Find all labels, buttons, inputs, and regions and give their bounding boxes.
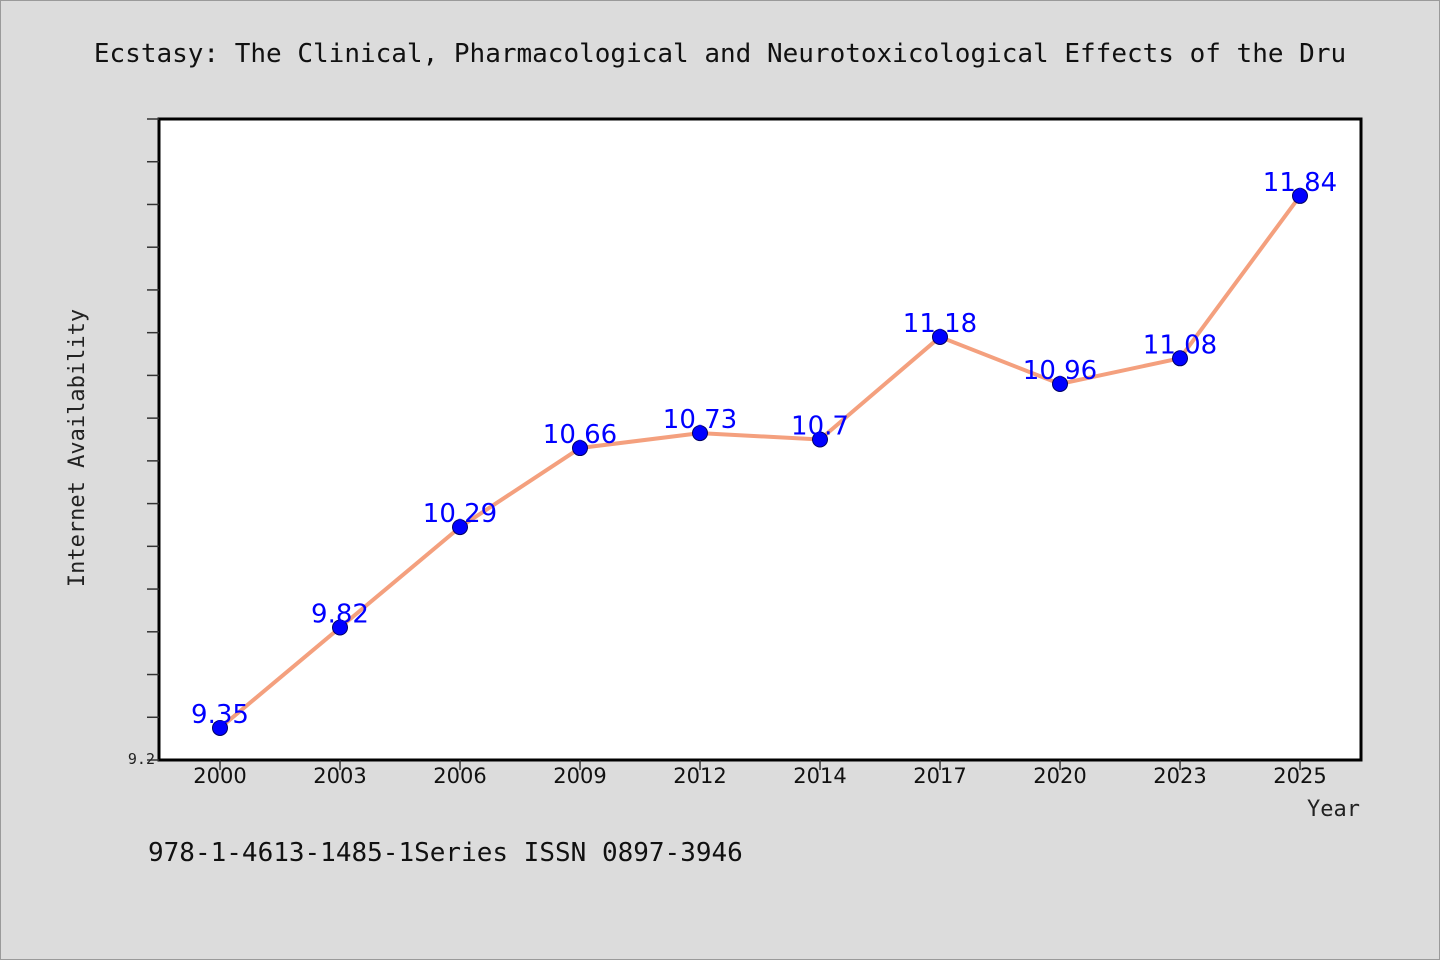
data-label: 11.18	[903, 309, 977, 339]
data-label: 10.66	[543, 420, 617, 450]
footer-isbn-text: 978-1-4613-1485-1Series ISSN 0897-3946	[148, 838, 743, 868]
data-label: 9.82	[311, 600, 369, 630]
data-point	[1052, 375, 1068, 392]
data-label: 11.08	[1143, 330, 1217, 360]
data-point	[932, 328, 948, 345]
data-label: 10.29	[423, 499, 497, 529]
series-group: 9.35 9.82 10.29 10.66 10.73 10.7 11.18 10.96 11.…	[191, 168, 1337, 736]
chart-title: Ecstasy: The Clinical, Pharmacological a…	[94, 39, 1346, 69]
x-tick-label: 2014	[793, 764, 846, 788]
data-label: 10.96	[1023, 356, 1097, 386]
plot-area	[157, 117, 1363, 762]
data-point	[212, 719, 228, 736]
data-label: 11.84	[1263, 168, 1337, 198]
y-axis-label: Internet Availability	[65, 309, 90, 587]
x-tick-label: 2006	[433, 764, 486, 788]
data-label: 10.73	[663, 405, 737, 435]
x-axis-ticks: 2000 2003 2006 2009 2012 2014 2017 2020 2023 2025	[193, 760, 1327, 788]
x-tick-label: 2003	[313, 764, 366, 788]
data-point	[812, 431, 828, 448]
series-line	[218, 194, 1302, 730]
data-point	[572, 440, 588, 457]
x-tick-label: 2012	[673, 764, 726, 788]
data-point	[1172, 350, 1188, 367]
data-label: 9.35	[191, 700, 249, 730]
data-point	[332, 619, 348, 636]
y-tick-label: 9.2	[128, 750, 155, 768]
x-tick-label: 2023	[1153, 764, 1206, 788]
x-tick-label: 2000	[193, 764, 246, 788]
x-tick-label: 2009	[553, 764, 606, 788]
data-point	[1292, 187, 1308, 204]
data-point	[692, 425, 708, 442]
x-tick-label: 2020	[1033, 764, 1086, 788]
data-point	[452, 519, 468, 536]
x-tick-label: 2025	[1273, 764, 1326, 788]
x-axis-label: Year	[1307, 797, 1360, 822]
x-tick-label: 2017	[913, 764, 966, 788]
y-axis-ticks: 9.2	[128, 118, 159, 768]
data-label: 10.7	[791, 412, 849, 442]
